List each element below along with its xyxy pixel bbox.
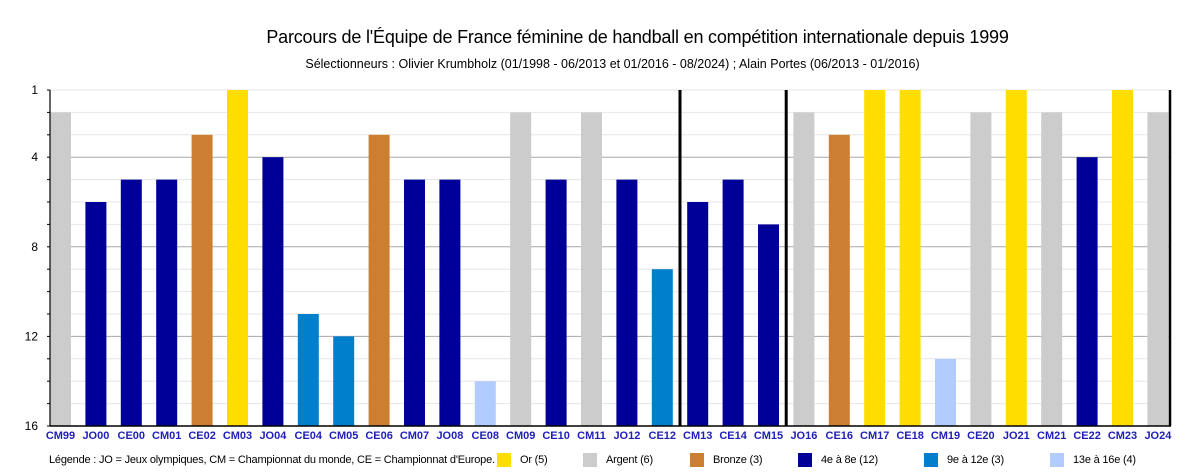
- bar-jo08: [439, 179, 461, 426]
- bar-cm01: [156, 179, 178, 426]
- x-tick-label: CE14: [719, 430, 747, 442]
- x-tick-label: CE06: [365, 430, 393, 442]
- x-tick-label: CE22: [1073, 430, 1101, 442]
- x-tick-label: CM99: [46, 430, 75, 442]
- bar-ce08: [474, 381, 496, 426]
- bar-ce22: [1076, 157, 1098, 426]
- bar-ce18: [899, 90, 921, 426]
- bar-ce14: [722, 179, 744, 426]
- x-tick-label: CM17: [860, 430, 889, 442]
- y-tick-label: 12: [25, 329, 39, 343]
- bar-cm07: [404, 179, 425, 426]
- x-tick-label: CE20: [967, 430, 995, 442]
- x-tick-label: JO08: [436, 430, 463, 442]
- legend-swatch-9e-12e: [924, 453, 938, 467]
- bar-cm17: [864, 90, 886, 426]
- bar-ce02: [191, 134, 213, 427]
- bar-cm15: [758, 224, 779, 426]
- legend-label-4e-8e: 4e à 8e (12): [821, 454, 878, 466]
- bar-jo00: [85, 202, 107, 426]
- legend-swatch-or: [497, 453, 511, 467]
- x-axis-labels: CM99 JO00 CE00 CM01 CE02 CM03 JO04 CE04 CM05 CE06…: [46, 430, 1172, 442]
- chart-title: Parcours de l'Équipe de France féminine …: [266, 27, 1009, 47]
- x-tick-label: JO04: [259, 430, 287, 442]
- legend-label-13e-16e: 13e à 16e (4): [1073, 454, 1136, 466]
- bar-jo21: [1005, 90, 1027, 426]
- x-tick-label: CE12: [649, 430, 677, 442]
- axes: [49, 90, 1172, 427]
- x-tick-label: CM13: [683, 430, 712, 442]
- x-tick-label: CM09: [506, 430, 535, 442]
- legend-swatch-bronze: [690, 453, 704, 467]
- y-tick-label: 8: [31, 240, 38, 254]
- bar-jo04: [262, 157, 284, 426]
- separators: [678, 90, 788, 426]
- bar-cm09: [510, 112, 532, 427]
- x-tick-label: CE16: [826, 430, 854, 442]
- bar-chart: 1 4 8 12 16 CM99 JO00 CE00 CM01 CE02 CM03 JO04 CE04…: [25, 83, 1173, 442]
- bar-cm05: [333, 336, 355, 426]
- bar-jo24: [1147, 112, 1169, 427]
- legend-swatch-13e-16e: [1050, 453, 1064, 467]
- x-tick-label: JO21: [1003, 430, 1030, 442]
- x-tick-label: JO16: [790, 430, 817, 442]
- bar-cm99: [50, 112, 71, 427]
- bar-ce06: [368, 134, 390, 427]
- x-tick-label: CM05: [329, 430, 358, 442]
- bar-jo16: [793, 112, 815, 427]
- y-tick-label: 16: [25, 419, 39, 433]
- x-tick-label: CM03: [223, 430, 252, 442]
- y-tick-label: 4: [31, 150, 38, 164]
- x-tick-label: CM01: [152, 430, 181, 442]
- x-tick-label: CM15: [754, 430, 783, 442]
- legend: Légende : JO = Jeux olympiques, CM = Cha…: [0, 449, 1200, 471]
- bar-ce04: [297, 314, 319, 426]
- bars: [50, 90, 1169, 427]
- x-tick-label: JO12: [613, 430, 640, 442]
- x-tick-label: CM19: [931, 430, 960, 442]
- x-tick-label: CE10: [542, 430, 570, 442]
- x-tick-label: CE18: [896, 430, 924, 442]
- x-tick-label: CM23: [1108, 430, 1137, 442]
- bar-jo12: [616, 179, 638, 426]
- bar-cm23: [1112, 90, 1133, 426]
- legend-swatch-argent: [583, 453, 597, 467]
- bar-ce00: [120, 179, 142, 426]
- chart-subtitle: Sélectionneurs : Olivier Krumbholz (01/1…: [305, 57, 920, 71]
- x-tick-label: CM21: [1037, 430, 1066, 442]
- x-tick-label: CE00: [118, 430, 146, 442]
- bar-cm21: [1041, 112, 1063, 427]
- bar-cm11: [581, 112, 602, 427]
- x-tick-label: CM11: [577, 430, 606, 442]
- y-axis-ticks: 1 4 8 12 16: [25, 83, 50, 433]
- x-tick-label: CE04: [295, 430, 323, 442]
- x-tick-label: JO00: [82, 430, 109, 442]
- bar-cm03: [227, 90, 248, 426]
- x-tick-label: CM07: [400, 430, 429, 442]
- legend-caption: Légende : JO = Jeux olympiques, CM = Cha…: [49, 454, 495, 466]
- x-tick-label: CE02: [188, 430, 216, 442]
- bar-ce16: [828, 134, 850, 427]
- legend-label-bronze: Bronze (3): [713, 454, 763, 466]
- legend-label-argent: Argent (6): [606, 454, 653, 466]
- bar-cm19: [935, 358, 956, 426]
- gridlines: [50, 89, 1170, 427]
- legend-label-or: Or (5): [520, 454, 548, 466]
- bar-cm13: [687, 202, 709, 426]
- bar-ce12: [651, 269, 673, 426]
- x-tick-label: CE08: [472, 430, 500, 442]
- bar-ce10: [545, 179, 567, 426]
- legend-swatch-4e-8e: [798, 453, 812, 467]
- x-tick-label: JO24: [1144, 430, 1172, 442]
- bar-ce20: [970, 112, 992, 427]
- y-tick-label: 1: [31, 83, 38, 97]
- legend-label-9e-12e: 9e à 12e (3): [947, 454, 1004, 466]
